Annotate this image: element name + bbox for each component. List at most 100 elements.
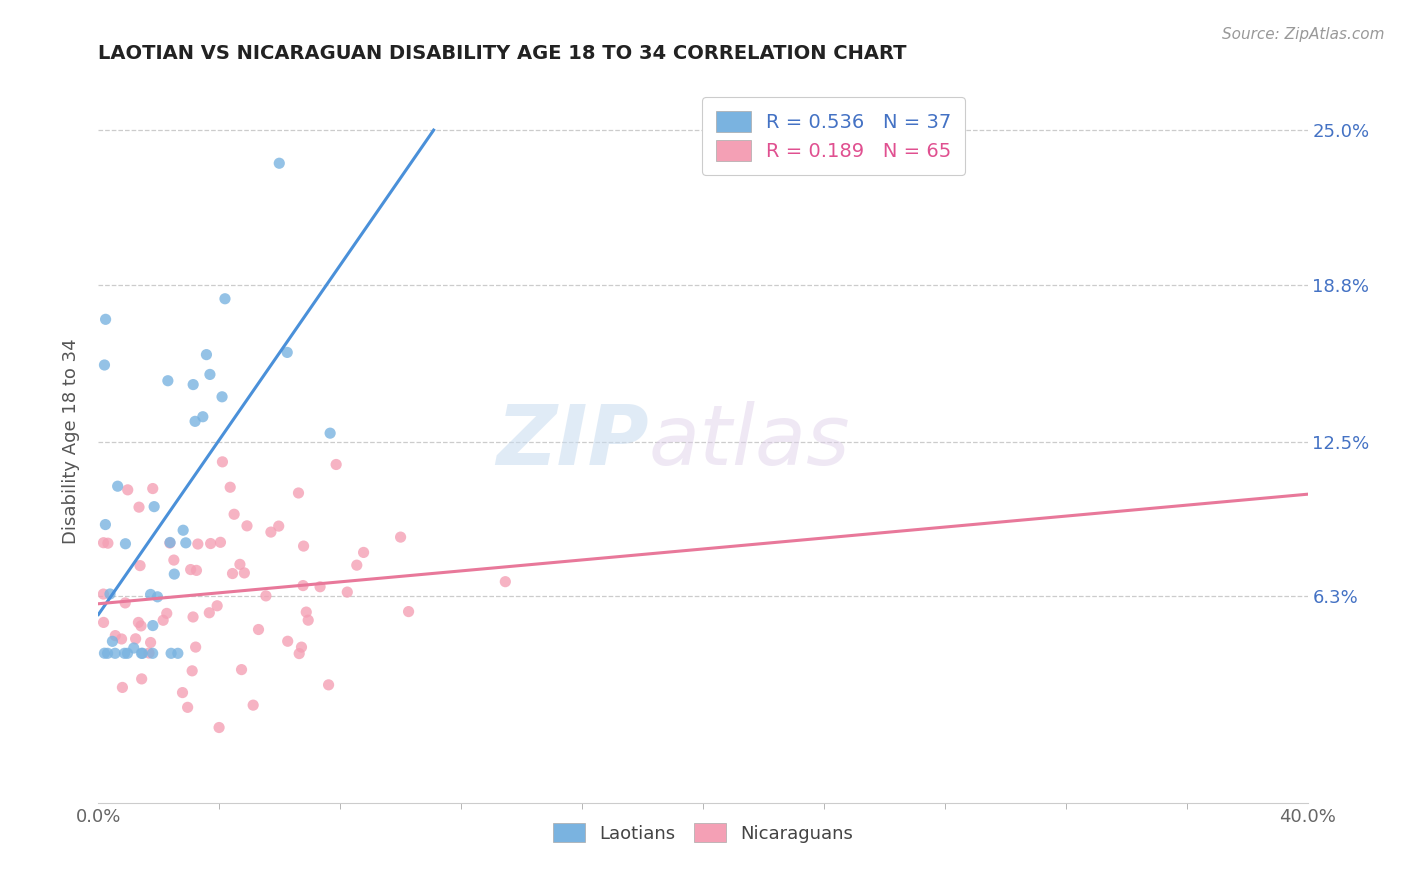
Point xyxy=(93,358,115,372)
Point xyxy=(219,480,242,494)
Point xyxy=(198,368,221,382)
Point xyxy=(104,646,127,660)
Point xyxy=(224,508,246,522)
Point xyxy=(101,634,124,648)
Text: Source: ZipAtlas.com: Source: ZipAtlas.com xyxy=(1222,27,1385,42)
Point xyxy=(398,605,420,619)
Point xyxy=(152,613,174,627)
Point xyxy=(163,553,186,567)
Point xyxy=(288,647,311,661)
Point xyxy=(129,619,152,633)
Point xyxy=(117,483,139,497)
Point xyxy=(319,426,342,441)
Point xyxy=(94,517,117,532)
Point xyxy=(127,615,149,630)
Point xyxy=(309,580,332,594)
Point xyxy=(292,539,315,553)
Point xyxy=(139,587,162,601)
Point xyxy=(318,678,340,692)
Point xyxy=(236,519,259,533)
Point xyxy=(181,610,204,624)
Point xyxy=(94,312,117,326)
Point xyxy=(97,646,120,660)
Point xyxy=(131,672,153,686)
Text: atlas: atlas xyxy=(648,401,851,482)
Point xyxy=(205,599,228,613)
Point xyxy=(98,587,121,601)
Point xyxy=(93,615,115,630)
Point xyxy=(260,525,283,540)
Point xyxy=(146,590,169,604)
Point xyxy=(172,523,194,537)
Point xyxy=(269,156,291,170)
Point xyxy=(200,536,222,550)
Point xyxy=(267,519,290,533)
Point xyxy=(247,623,270,637)
Point xyxy=(209,535,232,549)
Point xyxy=(242,698,264,713)
Point xyxy=(187,537,209,551)
Point xyxy=(131,646,153,660)
Point xyxy=(160,646,183,660)
Point xyxy=(110,632,132,646)
Point xyxy=(143,500,166,514)
Point xyxy=(233,566,256,580)
Point xyxy=(114,646,136,660)
Point xyxy=(93,535,115,549)
Point xyxy=(181,377,204,392)
Point xyxy=(346,558,368,573)
Point xyxy=(295,605,318,619)
Point xyxy=(142,646,165,660)
Point xyxy=(198,606,221,620)
Point xyxy=(195,348,218,362)
Point xyxy=(184,414,207,428)
Point xyxy=(184,640,207,654)
Point xyxy=(231,663,253,677)
Point xyxy=(180,563,202,577)
Point xyxy=(297,613,319,627)
Point xyxy=(277,634,299,648)
Text: ZIP: ZIP xyxy=(496,401,648,482)
Point xyxy=(142,482,165,496)
Point xyxy=(325,458,347,472)
Point xyxy=(117,646,139,660)
Point xyxy=(104,629,127,643)
Point xyxy=(208,721,231,735)
Point xyxy=(156,374,179,388)
Point xyxy=(174,536,197,550)
Point xyxy=(353,545,375,559)
Point xyxy=(211,455,233,469)
Point xyxy=(290,640,312,655)
Point xyxy=(142,618,165,632)
Point xyxy=(276,345,298,359)
Point xyxy=(124,632,146,646)
Point xyxy=(139,635,162,649)
Point xyxy=(211,390,233,404)
Point xyxy=(229,558,252,572)
Point xyxy=(254,589,277,603)
Point xyxy=(163,567,186,582)
Point xyxy=(336,585,359,599)
Point xyxy=(166,646,188,660)
Point xyxy=(221,566,243,581)
Point xyxy=(186,563,208,577)
Point xyxy=(93,646,115,660)
Text: LAOTIAN VS NICARAGUAN DISABILITY AGE 18 TO 34 CORRELATION CHART: LAOTIAN VS NICARAGUAN DISABILITY AGE 18 … xyxy=(98,45,907,63)
Point xyxy=(114,537,136,551)
Point xyxy=(97,536,120,550)
Point xyxy=(93,587,115,601)
Point xyxy=(172,685,194,699)
Point xyxy=(111,681,134,695)
Point xyxy=(287,486,309,500)
Point xyxy=(292,578,315,592)
Point xyxy=(138,646,160,660)
Point xyxy=(181,664,204,678)
Point xyxy=(156,607,179,621)
Point xyxy=(214,292,236,306)
Point xyxy=(128,500,150,515)
Legend: Laotians, Nicaraguans: Laotians, Nicaraguans xyxy=(544,814,862,852)
Point xyxy=(129,558,152,573)
Point xyxy=(191,409,214,424)
Point xyxy=(114,596,136,610)
Y-axis label: Disability Age 18 to 34: Disability Age 18 to 34 xyxy=(62,339,80,544)
